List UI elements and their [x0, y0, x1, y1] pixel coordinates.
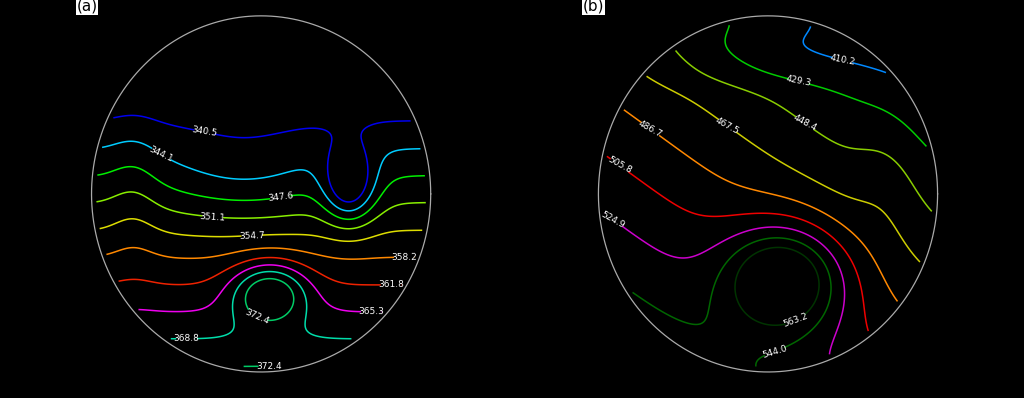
Text: 340.5: 340.5: [191, 125, 218, 139]
Text: 365.3: 365.3: [358, 307, 384, 316]
Text: 351.1: 351.1: [200, 212, 226, 222]
Text: 372.4: 372.4: [256, 362, 282, 371]
Text: 347.6: 347.6: [267, 191, 294, 203]
Text: 467.5: 467.5: [714, 116, 740, 136]
Text: 410.2: 410.2: [829, 53, 856, 67]
Text: 563.2: 563.2: [781, 312, 809, 329]
Text: 505.8: 505.8: [606, 155, 633, 176]
Text: 524.9: 524.9: [600, 210, 627, 230]
Text: 358.2: 358.2: [391, 253, 417, 262]
Text: 486.7: 486.7: [637, 119, 664, 139]
Text: 544.0: 544.0: [761, 343, 788, 359]
Text: (b): (b): [583, 0, 604, 14]
Text: 361.8: 361.8: [378, 280, 403, 289]
Text: (a): (a): [76, 0, 97, 14]
Text: 372.4: 372.4: [244, 308, 270, 326]
Text: 344.1: 344.1: [147, 144, 175, 164]
Text: 368.8: 368.8: [174, 334, 200, 343]
Text: 429.3: 429.3: [785, 74, 812, 88]
Text: 448.4: 448.4: [792, 113, 818, 133]
Text: 354.7: 354.7: [239, 230, 265, 240]
